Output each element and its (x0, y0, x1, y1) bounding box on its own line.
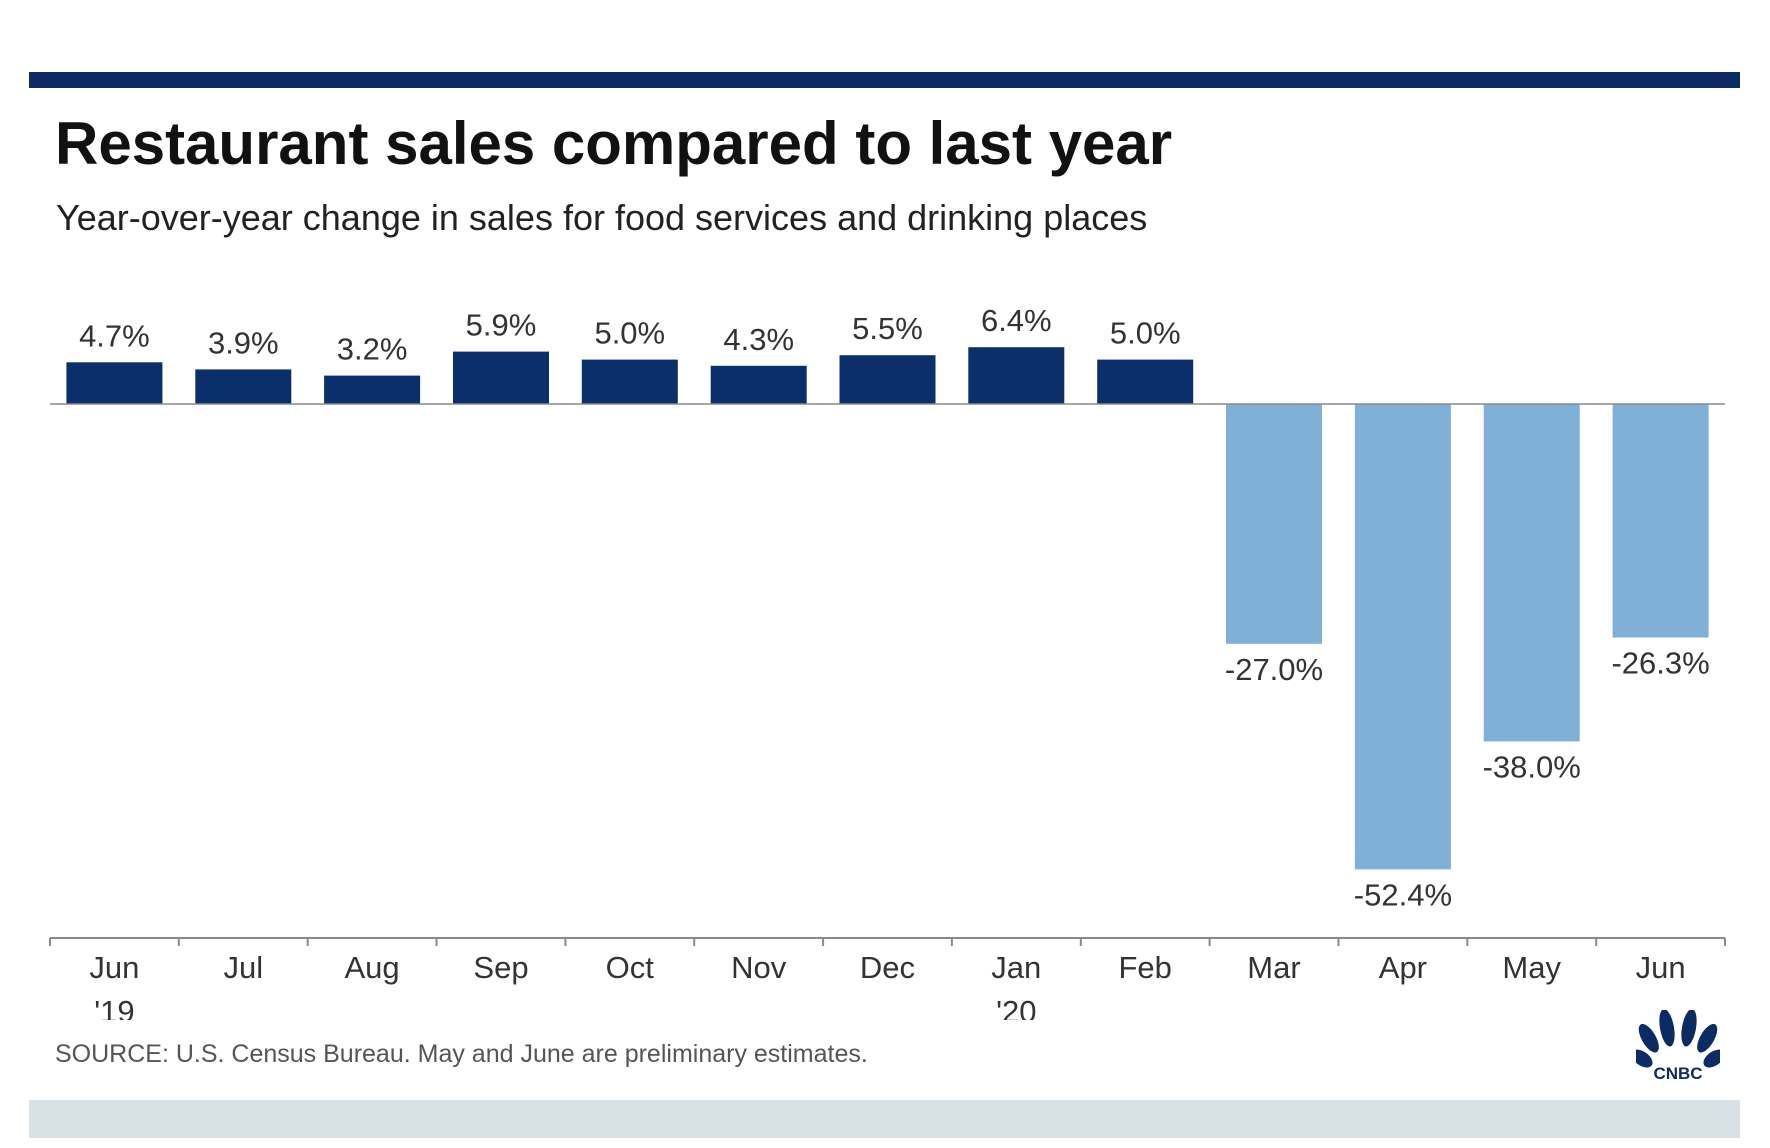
source-note: SOURCE: U.S. Census Bureau. May and June… (55, 1040, 868, 1068)
value-label-4: 5.9% (466, 308, 537, 343)
bar-6 (710, 365, 807, 404)
bar-7 (839, 355, 936, 404)
x-axis: Jun '19 Jul Aug Sep Oct Nov Dec Jan '20 Feb Mar Apr M… (49, 937, 1726, 1020)
bar-5 (581, 359, 678, 404)
x-year-label-8: '20 (996, 994, 1036, 1020)
value-label-11: -52.4% (1354, 877, 1452, 912)
value-label-7: 5.5% (852, 311, 923, 346)
value-label-1: 4.7% (79, 318, 150, 353)
bar-3 (324, 375, 421, 404)
value-label-13: -26.3% (1611, 646, 1709, 681)
logo-text: CNBC (1653, 1064, 1702, 1082)
value-label-2: 3.9% (208, 325, 279, 360)
x-tick-label-11: Apr (1379, 950, 1427, 985)
bar-10 (1226, 404, 1322, 644)
x-tick-label-6: Nov (731, 950, 787, 985)
bar-chart: 4.7% 3.9% 3.2% 5.9% 5.0% 4.3% 5.5% 6.4% 5.0% -27.… (49, 303, 1726, 1020)
bars (66, 347, 1709, 870)
x-tick-label-10: Mar (1247, 950, 1300, 985)
chart-subtitle: Year-over-year change in sales for food … (56, 197, 1148, 238)
x-tick-label-9: Feb (1118, 950, 1171, 985)
x-tick-label-7: Dec (860, 950, 915, 985)
x-tick-label-13: Jun (1636, 950, 1686, 985)
value-label-3: 3.2% (337, 332, 408, 367)
top-rule (29, 72, 1740, 88)
value-label-6: 4.3% (723, 322, 794, 357)
value-label-9: 5.0% (1110, 316, 1181, 351)
x-tick-label-5: Oct (606, 950, 655, 985)
x-year-label-1: '19 (94, 994, 134, 1020)
value-labels: 4.7% 3.9% 3.2% 5.9% 5.0% 4.3% 5.5% 6.4% 5.0% -27.… (79, 303, 1710, 912)
x-tick-label-8: Jan (991, 950, 1041, 985)
bar-9 (1097, 359, 1194, 404)
x-tick-label-2: Jul (223, 950, 263, 985)
bar-1 (66, 362, 163, 404)
x-tick-label-3: Aug (345, 950, 400, 985)
bar-13 (1612, 404, 1709, 638)
value-label-12: -38.0% (1483, 749, 1581, 784)
value-label-10: -27.0% (1225, 652, 1323, 687)
bar-8 (968, 347, 1065, 404)
x-tick-label-4: Sep (473, 950, 528, 985)
x-tick-label-12: May (1502, 950, 1561, 985)
value-label-8: 6.4% (981, 303, 1052, 338)
bar-4 (453, 351, 549, 404)
x-tick-label-1: Jun (89, 950, 139, 985)
bar-11 (1354, 404, 1451, 870)
bar-2 (195, 369, 292, 404)
cnbc-peacock-logo: CNBC (1636, 1010, 1720, 1082)
value-label-5: 5.0% (594, 316, 665, 351)
bottom-band (29, 1100, 1740, 1138)
bar-12 (1483, 404, 1580, 742)
chart-title: Restaurant sales compared to last year (55, 110, 1173, 177)
